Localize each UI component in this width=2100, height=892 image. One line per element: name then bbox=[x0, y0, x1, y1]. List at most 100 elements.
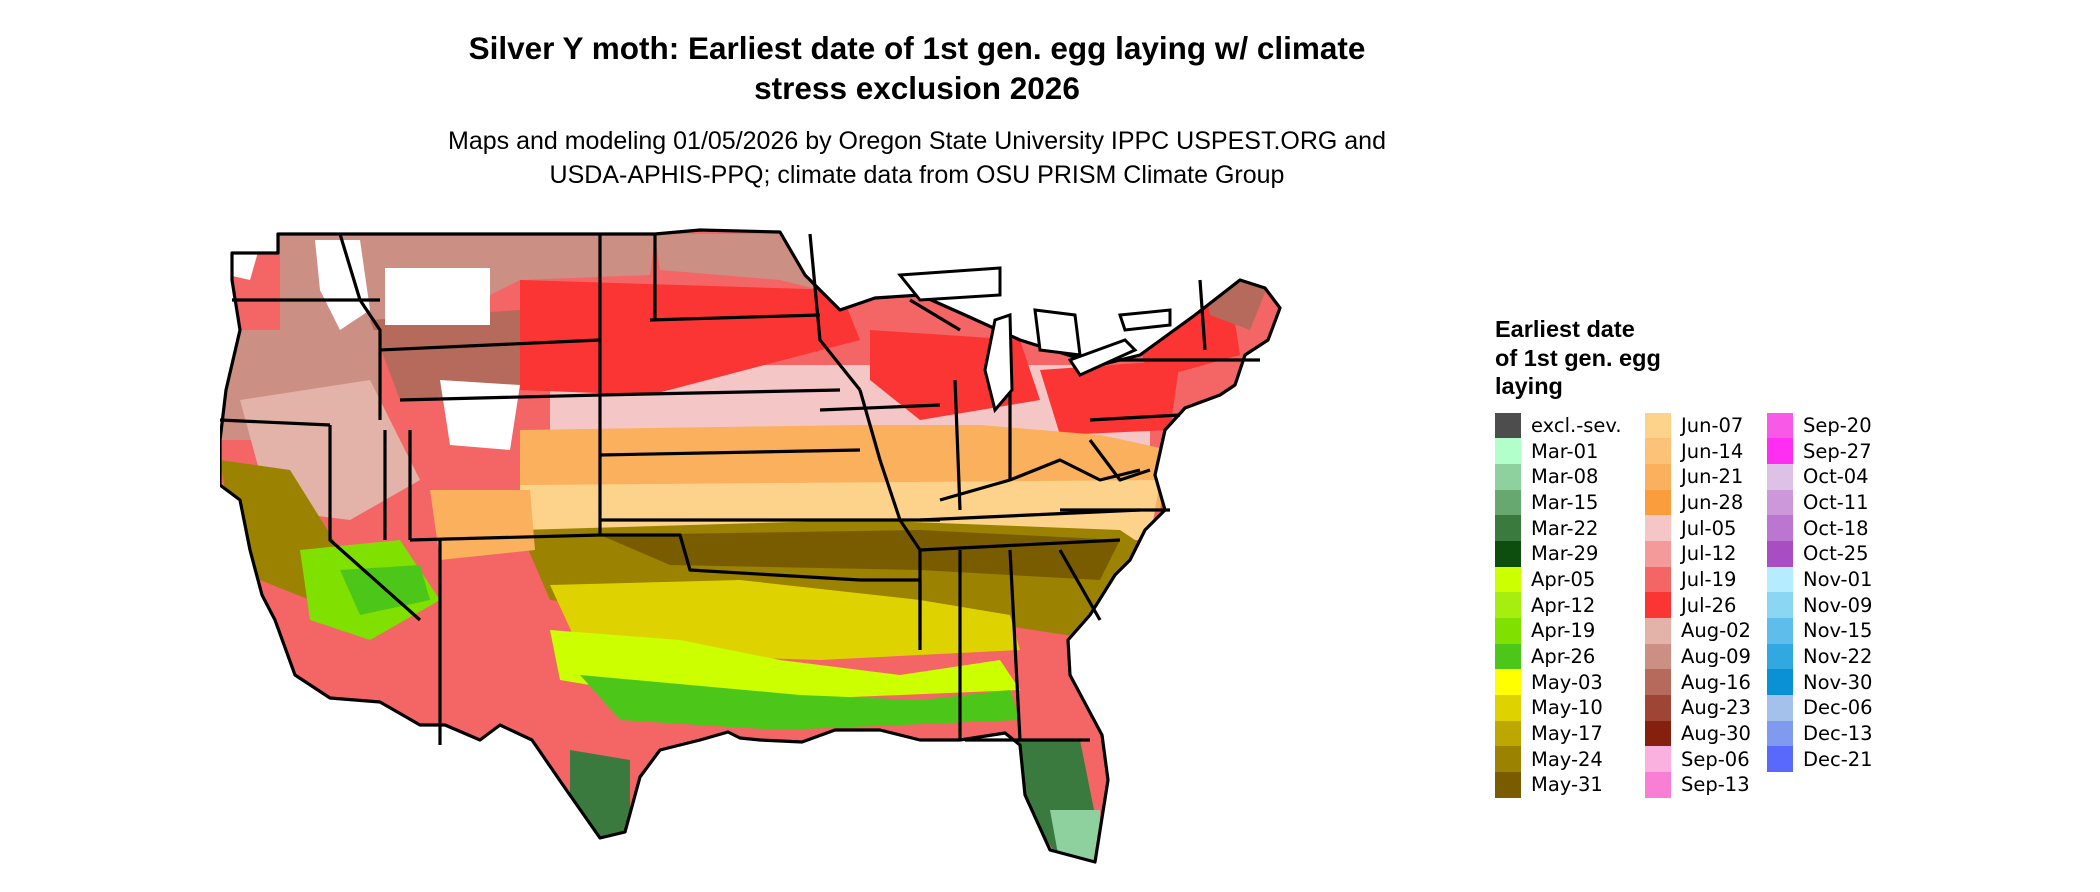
legend-item: May-10 bbox=[1495, 695, 1645, 721]
legend-label: Apr-26 bbox=[1531, 645, 1596, 669]
legend-item: Nov-01 bbox=[1767, 566, 1917, 593]
state-borders bbox=[220, 228, 1282, 864]
title-line-2: stress exclusion 2026 bbox=[754, 70, 1080, 106]
legend-item: Aug-16 bbox=[1645, 669, 1767, 696]
legend-swatch bbox=[1495, 592, 1521, 618]
legend-item: May-24 bbox=[1495, 746, 1645, 773]
state-line-mi-wi bbox=[909, 298, 961, 332]
legend-item: Jul-26 bbox=[1645, 592, 1767, 618]
state-line-id bbox=[338, 233, 382, 420]
state-line-mn-east bbox=[808, 233, 862, 391]
legend-swatch bbox=[1767, 618, 1793, 644]
legend-label: Sep-20 bbox=[1803, 413, 1872, 437]
legend-label: Jul-12 bbox=[1681, 542, 1737, 566]
legend-swatch bbox=[1645, 669, 1671, 696]
legend-swatch bbox=[1767, 592, 1793, 618]
state-line-or-ca bbox=[220, 418, 331, 427]
state-line-ga-sc bbox=[1058, 549, 1102, 621]
legend-label: Sep-06 bbox=[1681, 747, 1750, 771]
legend-item: Nov-30 bbox=[1767, 669, 1917, 696]
legend-item: Jul-19 bbox=[1645, 566, 1767, 593]
legend-item: Apr-05 bbox=[1495, 566, 1645, 593]
lake-michigan bbox=[983, 312, 1014, 414]
legend-swatch bbox=[1645, 720, 1671, 747]
legend-swatch bbox=[1767, 695, 1793, 721]
legend-item: Mar-08 bbox=[1495, 463, 1645, 490]
legend-title-line-2: of 1st gen. egg bbox=[1495, 344, 1661, 371]
legend-label: Nov-22 bbox=[1803, 645, 1873, 669]
legend-item: excl.-sev. bbox=[1495, 412, 1645, 439]
legend-item: May-03 bbox=[1495, 669, 1645, 696]
legend-item: Aug-23 bbox=[1645, 695, 1767, 721]
lake-ontario bbox=[1117, 308, 1172, 332]
legend-item: Jun-21 bbox=[1645, 463, 1767, 490]
legend-swatch bbox=[1495, 438, 1521, 464]
legend-item: Jun-28 bbox=[1645, 489, 1767, 516]
legend-label: Sep-13 bbox=[1681, 773, 1750, 797]
state-line-wv-va bbox=[1088, 439, 1151, 482]
legend-swatch bbox=[1645, 515, 1671, 541]
legend-item: Sep-20 bbox=[1767, 412, 1917, 439]
zone-lime-coast bbox=[550, 630, 1020, 700]
legend-label: Oct-18 bbox=[1803, 516, 1869, 540]
legend-label: Mar-22 bbox=[1531, 516, 1599, 540]
subtitle-line-1: Maps and modeling 01/05/2026 by Oregon S… bbox=[448, 127, 1386, 155]
great-lakes bbox=[897, 266, 1172, 414]
legend-item: Oct-11 bbox=[1767, 489, 1917, 516]
legend-swatch bbox=[1645, 695, 1671, 721]
legend-title-line-1: Earliest date bbox=[1495, 316, 1635, 342]
state-line-ne-ks bbox=[599, 448, 861, 457]
legend-label: Mar-08 bbox=[1531, 465, 1599, 489]
zone-wyoming-brown bbox=[370, 310, 520, 400]
zone-snow-idaho bbox=[315, 240, 370, 330]
legend-label: Nov-30 bbox=[1803, 670, 1873, 694]
legend-label: Dec-21 bbox=[1803, 747, 1873, 771]
legend-item: Dec-21 bbox=[1767, 746, 1917, 773]
map-title: Silver Y moth: Earliest date of 1st gen.… bbox=[250, 28, 1584, 108]
legend-swatch bbox=[1645, 746, 1671, 773]
state-line-ar-la bbox=[860, 578, 922, 650]
us-map bbox=[220, 228, 1282, 864]
state-line-tn-ky bbox=[919, 508, 1141, 522]
legend-label: Aug-09 bbox=[1681, 645, 1751, 669]
state-line-tn-south bbox=[919, 538, 1121, 552]
legend-swatch bbox=[1495, 412, 1521, 439]
zone-texas-green bbox=[570, 750, 630, 840]
legend-swatch bbox=[1495, 463, 1521, 490]
legend-label: Jun-21 bbox=[1681, 465, 1744, 489]
legend-label: Jun-28 bbox=[1681, 490, 1744, 514]
state-line-sd-ne bbox=[599, 388, 841, 397]
legend-swatch bbox=[1495, 489, 1521, 516]
legend-item: May-17 bbox=[1495, 720, 1645, 747]
legend-label: Jul-05 bbox=[1681, 516, 1737, 540]
legend-label: Nov-09 bbox=[1803, 593, 1873, 617]
legend-item: Dec-13 bbox=[1767, 720, 1917, 747]
legend-item: Mar-22 bbox=[1495, 515, 1645, 541]
state-line-ia-mo bbox=[819, 403, 941, 412]
state-line-co-nm bbox=[409, 533, 601, 542]
legend-label: Nov-15 bbox=[1803, 619, 1873, 643]
map-subtitle: Maps and modeling 01/05/2026 by Oregon S… bbox=[250, 124, 1584, 192]
legend-column: Jun-07 Jun-14 Jun-21 Jun-28 Jul-05 Jul-12 Jul-… bbox=[1645, 412, 1767, 798]
legend-label: Apr-12 bbox=[1531, 593, 1596, 617]
legend-label: Oct-04 bbox=[1803, 465, 1869, 489]
legend-title: Earliest date of 1st gen. egg laying bbox=[1495, 315, 1917, 401]
legend-label: Apr-19 bbox=[1531, 619, 1596, 643]
legend-label: Oct-25 bbox=[1803, 542, 1869, 566]
state-line-wy-co bbox=[399, 393, 601, 402]
map-legend: Earliest date of 1st gen. egg laying exc… bbox=[1495, 315, 1917, 798]
legend-label: Dec-06 bbox=[1803, 696, 1873, 720]
zone-new-mexico-orange bbox=[430, 490, 535, 560]
legend-item: Aug-30 bbox=[1645, 720, 1767, 747]
legend-swatch bbox=[1495, 695, 1521, 721]
legend-swatch bbox=[1645, 643, 1671, 670]
legend-swatch bbox=[1767, 566, 1793, 593]
legend-item: Jul-12 bbox=[1645, 540, 1767, 567]
legend-swatch bbox=[1767, 746, 1793, 773]
legend-label: Aug-23 bbox=[1681, 696, 1751, 720]
state-line-ok-tx bbox=[600, 533, 861, 582]
legend-swatch bbox=[1495, 643, 1521, 670]
legend-swatch bbox=[1495, 515, 1521, 541]
zone-olive-dark bbox=[600, 530, 1120, 580]
legend-swatch bbox=[1495, 669, 1521, 696]
